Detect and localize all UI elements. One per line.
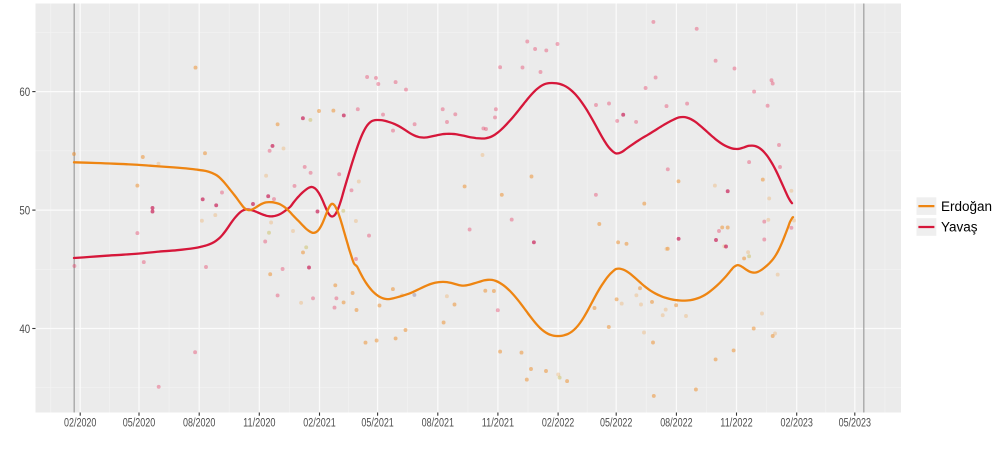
svg-text:60: 60 bbox=[19, 85, 30, 99]
svg-text:08/2020: 08/2020 bbox=[183, 415, 215, 429]
svg-text:05/2023: 05/2023 bbox=[839, 415, 871, 429]
svg-text:11/2022: 11/2022 bbox=[720, 415, 752, 429]
svg-text:05/2020: 05/2020 bbox=[123, 415, 155, 429]
svg-text:02/2020: 02/2020 bbox=[64, 415, 96, 429]
svg-text:02/2021: 02/2021 bbox=[303, 415, 335, 429]
svg-text:Yavaş: Yavaş bbox=[941, 220, 978, 235]
svg-text:50: 50 bbox=[19, 203, 30, 217]
svg-text:08/2022: 08/2022 bbox=[660, 415, 692, 429]
svg-text:02/2023: 02/2023 bbox=[781, 415, 813, 429]
svg-text:02/2022: 02/2022 bbox=[542, 415, 574, 429]
svg-text:11/2020: 11/2020 bbox=[243, 415, 275, 429]
svg-text:40: 40 bbox=[19, 322, 30, 336]
svg-text:05/2021: 05/2021 bbox=[361, 415, 393, 429]
svg-text:05/2022: 05/2022 bbox=[600, 415, 632, 429]
svg-text:11/2021: 11/2021 bbox=[482, 415, 514, 429]
svg-text:08/2021: 08/2021 bbox=[422, 415, 454, 429]
svg-text:Erdoğan: Erdoğan bbox=[941, 199, 992, 214]
